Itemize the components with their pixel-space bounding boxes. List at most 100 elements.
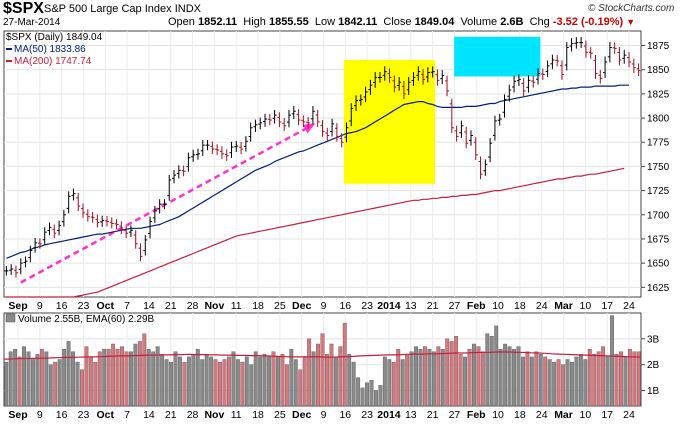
volume-bar	[409, 351, 414, 407]
volume-bar	[231, 351, 236, 407]
x-tick-label: 23	[361, 409, 373, 421]
volume-bar	[400, 359, 405, 407]
x-tick-label: 21	[427, 300, 439, 312]
price-bar	[459, 120, 464, 138]
price-bar	[339, 133, 344, 148]
volume-bar	[88, 356, 93, 407]
price-panel-background	[3, 30, 642, 298]
x-tick-label: 2014	[377, 300, 401, 312]
price-bar	[109, 217, 114, 229]
volume-bar	[610, 315, 614, 407]
price-tick-label: 1700	[647, 210, 670, 221]
volume-legend-icon	[5, 313, 16, 323]
x-tick-label: 18	[514, 300, 526, 312]
volume-bar	[186, 356, 191, 407]
low-value: 1842.11	[338, 16, 378, 28]
volume-ema-line	[3, 351, 642, 360]
price-bar	[277, 112, 282, 128]
x-tick-label: 2014	[377, 409, 401, 421]
x-tick-label: 11	[231, 409, 242, 421]
x-tick-label: 14	[143, 409, 155, 421]
trend-arrow-line	[20, 123, 314, 284]
volume-bar	[26, 351, 31, 407]
price-bar	[42, 227, 47, 245]
x-tick-label: 28	[187, 409, 199, 421]
volume-tick-label: 1B	[647, 386, 660, 397]
x-tick-label: 16	[56, 300, 68, 312]
price-bar	[47, 222, 52, 236]
volume-bar	[62, 348, 67, 407]
chart-date: 27-Mar-2014	[3, 17, 61, 28]
volume-bar	[503, 343, 508, 407]
x-tick-label: Sep	[8, 409, 27, 421]
price-bar	[71, 188, 76, 201]
price-bar	[622, 49, 627, 64]
volume-bar	[578, 354, 583, 407]
ma50-line	[6, 84, 629, 259]
price-bar	[492, 115, 497, 141]
volume-bar	[146, 348, 151, 407]
price-bar	[373, 72, 378, 88]
price-bar	[253, 119, 258, 132]
ticker-description: S&P 500 Large Cap Index INDX	[44, 3, 201, 15]
price-bar	[593, 54, 598, 79]
volume-bar	[142, 333, 147, 407]
volume-bar	[262, 354, 267, 407]
volume-bar	[276, 356, 280, 407]
volume-bar	[601, 346, 606, 407]
trend-arrow-head	[302, 123, 316, 134]
volume-bar	[449, 341, 454, 407]
price-bar	[119, 221, 124, 235]
x-tick-label: 18	[252, 300, 264, 312]
price-bar	[310, 106, 315, 125]
high-value: 1855.55	[268, 16, 309, 28]
x-tick-label: 27	[449, 300, 461, 312]
x-tick-label: 10	[580, 409, 592, 421]
volume-bar	[284, 364, 289, 407]
x-tick-label: 18	[514, 409, 526, 421]
price-bar	[85, 209, 90, 222]
volume-bar	[547, 359, 552, 407]
volume-bar	[35, 354, 40, 407]
x-tick-label: 17	[601, 409, 613, 421]
volume-bar	[191, 354, 196, 407]
price-bar	[344, 122, 349, 143]
volume-bar	[84, 346, 89, 407]
price-bar	[579, 37, 584, 49]
x-tick-label: 28	[187, 300, 199, 312]
price-bar	[296, 109, 301, 126]
price-bar	[325, 127, 330, 141]
x-tick-label: Dec	[292, 300, 311, 312]
volume-bar	[587, 348, 592, 407]
x-tick-label: 25	[274, 409, 286, 421]
volume-bar	[80, 369, 84, 407]
volume-bar	[436, 346, 441, 407]
x-tick-label: 24	[623, 300, 635, 312]
volume-bar	[498, 348, 503, 407]
price-tick-label: 1775	[647, 138, 670, 149]
volume-ema-path	[3, 351, 642, 360]
volume-bar	[365, 382, 369, 407]
price-bar	[243, 136, 248, 152]
price-bar	[536, 68, 541, 85]
down-arrow-icon: ▼	[626, 17, 636, 27]
volume-bar	[561, 364, 565, 407]
price-bar	[550, 54, 555, 70]
x-tick-label: Mar	[554, 300, 573, 312]
price-bar	[559, 60, 564, 80]
price-bar	[239, 141, 244, 155]
volume-bar	[414, 346, 418, 407]
price-bars	[4, 37, 641, 278]
price-bar	[90, 212, 95, 223]
legend-entry: MA(50) 1833.86	[14, 44, 86, 55]
x-tick-label: 21	[165, 300, 177, 312]
open-label: Open	[168, 16, 195, 28]
volume-bar	[627, 348, 632, 407]
price-bar	[483, 159, 488, 176]
volume-tick-label: 3B	[647, 334, 660, 345]
x-tick-label: 10	[580, 300, 592, 312]
volume-bar	[378, 385, 383, 407]
price-bar	[583, 40, 588, 58]
price-bar	[598, 69, 603, 84]
volume-bar	[106, 348, 111, 407]
